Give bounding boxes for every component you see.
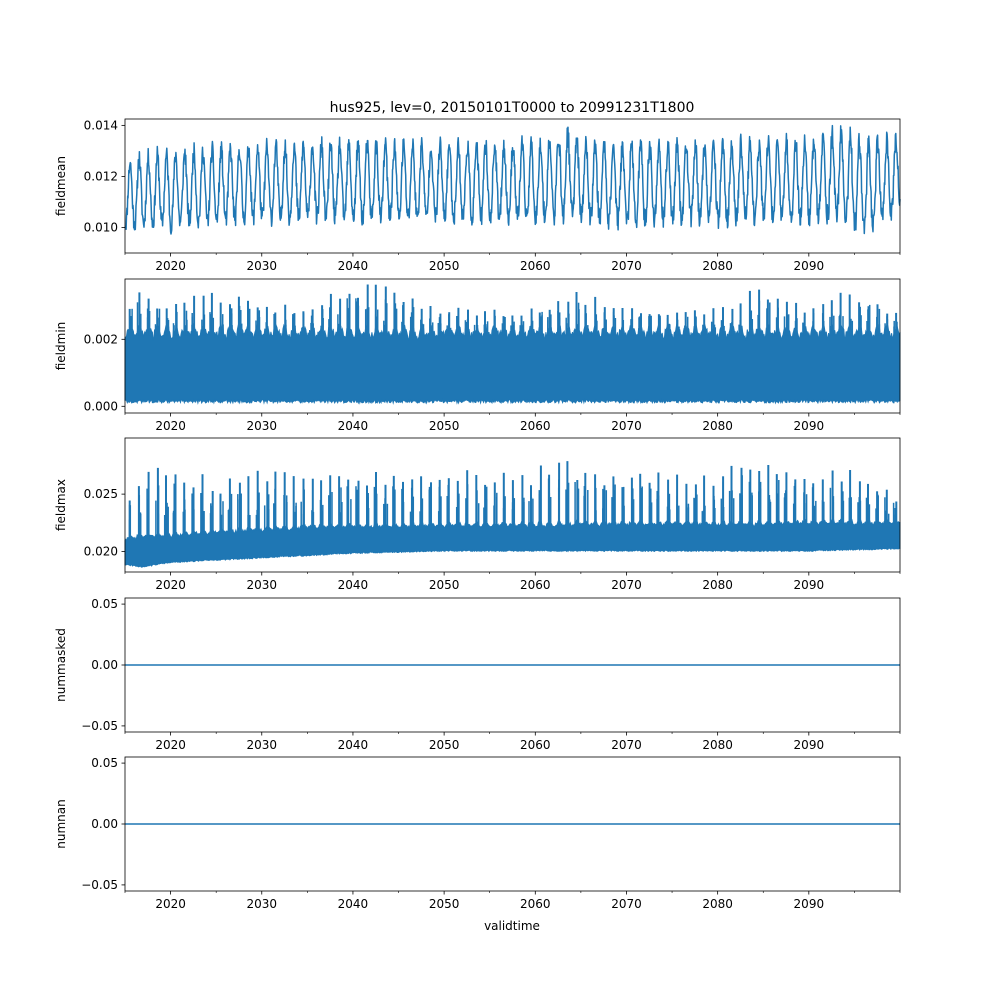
- nummasked-x-tick-label: 2050: [429, 738, 460, 752]
- panel-numnan: 0.05 0.00 −0.05 numnan 2020 2030 2040 2050 2060 2…: [54, 756, 901, 911]
- numnan-x-tick-label: 2050: [429, 897, 460, 911]
- fieldmean-x-tick-label: 2070: [611, 259, 642, 273]
- fieldmax-x-tick-label: 2050: [429, 578, 460, 592]
- fieldmin-y-tick-label: 0.000: [84, 399, 118, 413]
- nummasked-x-tick-label: 2080: [702, 738, 733, 752]
- fieldmean-x-tick-label: 2020: [155, 259, 186, 273]
- numnan-x-tick-label: 2070: [611, 897, 642, 911]
- fieldmin-x-tick-label: 2040: [338, 419, 369, 433]
- numnan-x-tick-label: 2090: [794, 897, 825, 911]
- fieldmin-x-tick-label: 2020: [155, 419, 186, 433]
- fieldmin-x-tick-label: 2070: [611, 419, 642, 433]
- panel-nummasked: 0.05 0.00 −0.05 nummasked 2020 2030 2040 2050 20…: [54, 597, 901, 752]
- chart-title: hus925, lev=0, 20150101T0000 to 20991231…: [330, 100, 695, 116]
- nummasked-x-tick-label: 2090: [794, 738, 825, 752]
- numnan-y-axis-label: numnan: [54, 799, 68, 848]
- fieldmin-x-tick-label: 2030: [246, 419, 277, 433]
- numnan-x-tick-label: 2060: [520, 897, 551, 911]
- fieldmean-x-tick-label: 2040: [338, 259, 369, 273]
- nummasked-y-tick-label: 0.00: [91, 658, 118, 672]
- fieldmax-y-axis-label: fieldmax: [54, 479, 68, 531]
- fieldmean-y-tick-label: 0.010: [84, 220, 118, 234]
- fieldmax-x-tick-label: 2030: [246, 578, 277, 592]
- fieldmin-x-tick-label: 2060: [520, 419, 551, 433]
- fieldmean-x-tick-label: 2080: [702, 259, 733, 273]
- numnan-y-tick-label: 0.00: [91, 817, 118, 831]
- fieldmean-y-tick-label: 0.012: [84, 169, 118, 183]
- fieldmin-y-tick-label: 0.002: [84, 332, 118, 346]
- fieldmax-y-tick-label: 0.020: [84, 544, 118, 558]
- fieldmean-x-tick-label: 2030: [246, 259, 277, 273]
- fieldmean-y-tick-label: 0.014: [84, 118, 118, 132]
- fieldmin-x-tick-label: 2080: [702, 419, 733, 433]
- nummasked-x-tick-label: 2070: [611, 738, 642, 752]
- panel-fieldmax: 0.020 0.025 fieldmax 2020 2030 2040 2050 2060 20…: [54, 437, 901, 592]
- nummasked-x-tick-label: 2030: [246, 738, 277, 752]
- numnan-x-tick-label: 2020: [155, 897, 186, 911]
- x-axis-label: validtime: [484, 919, 540, 933]
- fieldmax-y-tick-label: 0.025: [84, 487, 118, 501]
- nummasked-x-tick-label: 2020: [155, 738, 186, 752]
- fieldmean-axes-frame: [124, 118, 901, 254]
- fieldmax-axes-frame: [124, 437, 901, 573]
- fieldmax-x-tick-label: 2060: [520, 578, 551, 592]
- numnan-y-tick-label: 0.05: [91, 756, 118, 770]
- fieldmax-x-tick-label: 2080: [702, 578, 733, 592]
- numnan-x-tick-label: 2030: [246, 897, 277, 911]
- numnan-x-tick-label: 2080: [702, 897, 733, 911]
- fieldmean-series-line: [124, 124, 901, 235]
- numnan-y-tick-label: −0.05: [81, 878, 118, 892]
- panel-fieldmin: 0.000 0.002 fieldmin 2020 2030 2040 2050 2060 20…: [54, 278, 901, 433]
- fieldmax-x-tick-label: 2090: [794, 578, 825, 592]
- fieldmin-x-tick-label: 2090: [794, 419, 825, 433]
- nummasked-y-axis-label: nummasked: [54, 628, 68, 702]
- nummasked-y-tick-label: 0.05: [91, 597, 118, 611]
- panel-fieldmean: 0.010 0.012 0.014 fieldmean 2020 2030 2040 2050…: [54, 118, 901, 273]
- fieldmean-x-tick-label: 2090: [794, 259, 825, 273]
- fieldmax-x-tick-label: 2020: [155, 578, 186, 592]
- panels: 0.010 0.012 0.014 fieldmean 2020 2030 2040 2050…: [54, 118, 901, 911]
- nummasked-x-tick-label: 2060: [520, 738, 551, 752]
- fieldmean-x-tick-label: 2060: [520, 259, 551, 273]
- fieldmin-axes-frame: [124, 278, 901, 414]
- fieldmin-x-tick-label: 2050: [429, 419, 460, 433]
- fieldmax-x-tick-label: 2040: [338, 578, 369, 592]
- fieldmean-x-tick-label: 2050: [429, 259, 460, 273]
- fieldmin-y-axis-label: fieldmin: [54, 322, 68, 371]
- nummasked-x-tick-label: 2040: [338, 738, 369, 752]
- fieldmean-y-axis-label: fieldmean: [54, 156, 68, 216]
- nummasked-y-tick-label: −0.05: [81, 719, 118, 733]
- numnan-x-tick-label: 2040: [338, 897, 369, 911]
- fieldmax-x-tick-label: 2070: [611, 578, 642, 592]
